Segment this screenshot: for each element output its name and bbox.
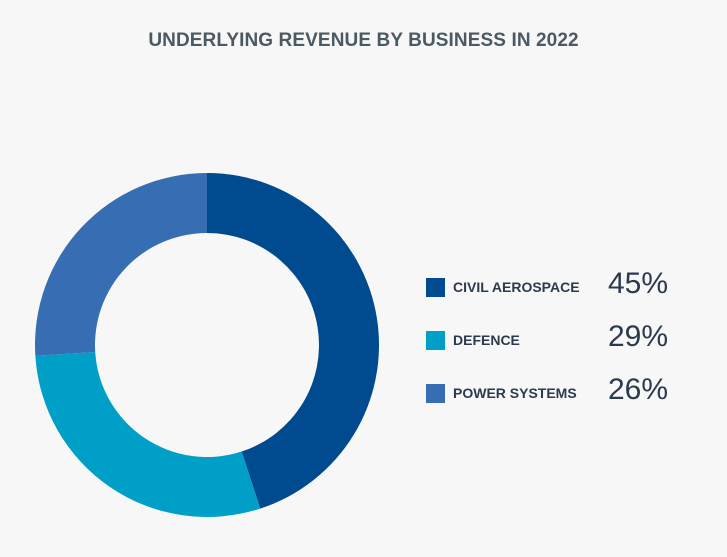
- legend-label: CIVIL AEROSPACE: [453, 279, 580, 295]
- donut-slice-defence: [35, 352, 261, 517]
- legend-value: 26%: [608, 373, 669, 406]
- legend-item-power-systems: POWER SYSTEMS 26%: [426, 373, 686, 414]
- legend-item-civil-aerospace: CIVIL AEROSPACE 45%: [426, 267, 686, 308]
- legend-swatch-defence: [426, 331, 445, 350]
- chart-title: UNDERLYING REVENUE BY BUSINESS IN 2022: [148, 30, 579, 51]
- donut-slice-civil-aerospace: [207, 173, 379, 509]
- donut-slice-power-systems: [34, 173, 207, 356]
- legend-value: 45%: [608, 267, 669, 300]
- legend-swatch-civil-aerospace: [426, 278, 445, 297]
- legend-item-defence: DEFENCE 29%: [426, 320, 686, 361]
- legend-swatch-power-systems: [426, 384, 445, 403]
- legend-label: DEFENCE: [453, 332, 520, 348]
- legend-value: 29%: [608, 320, 669, 353]
- legend-label: POWER SYSTEMS: [453, 385, 577, 401]
